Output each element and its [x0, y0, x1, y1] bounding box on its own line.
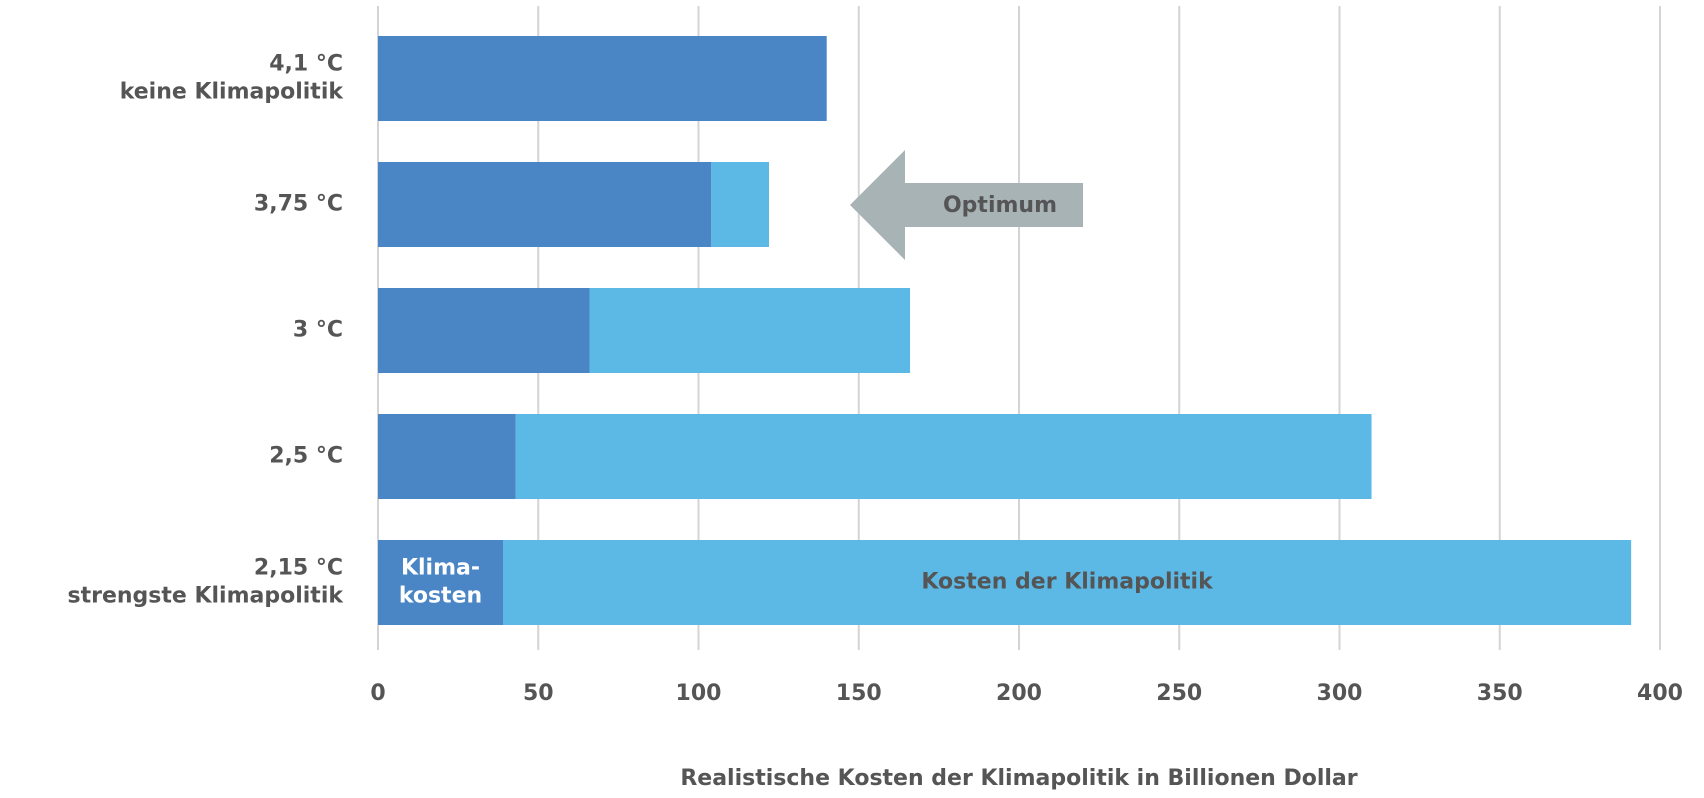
- x-tick-label: 150: [836, 681, 882, 706]
- x-tick-label: 350: [1477, 681, 1523, 706]
- optimum-arrow: [850, 150, 1083, 260]
- x-axis-label: Realistische Kosten der Klimapolitik in …: [680, 766, 1357, 791]
- bar: [378, 414, 516, 499]
- x-tick-label: 100: [676, 681, 722, 706]
- bar: [589, 288, 911, 373]
- annotation: Optimum: [943, 193, 1057, 218]
- series-label: Klima-kosten: [399, 556, 482, 609]
- bar: [378, 540, 503, 625]
- y-tick-label: 4,1 °C keine Klimapolitik: [120, 52, 345, 105]
- bar: [378, 36, 827, 121]
- bar: [378, 288, 590, 373]
- y-tick-label: 2,5 °C: [269, 444, 343, 469]
- series-label: Kosten der Klimapolitik: [921, 570, 1214, 595]
- bar: [711, 162, 770, 247]
- x-tick-label: 400: [1637, 681, 1683, 706]
- y-tick-label: 3,75 °C: [254, 192, 343, 217]
- bar: [515, 414, 1372, 499]
- x-tick-label: 50: [523, 681, 554, 706]
- x-tick-label: 200: [996, 681, 1042, 706]
- bar: [378, 162, 712, 247]
- y-tick-label: 2,15 °C strengste Klimapolitik: [67, 556, 344, 609]
- x-tick-label: 250: [1156, 681, 1202, 706]
- x-tick-label: 300: [1317, 681, 1363, 706]
- y-tick-label: 3 °C: [293, 318, 343, 343]
- x-tick-label: 0: [370, 681, 385, 706]
- bar: [502, 540, 1632, 625]
